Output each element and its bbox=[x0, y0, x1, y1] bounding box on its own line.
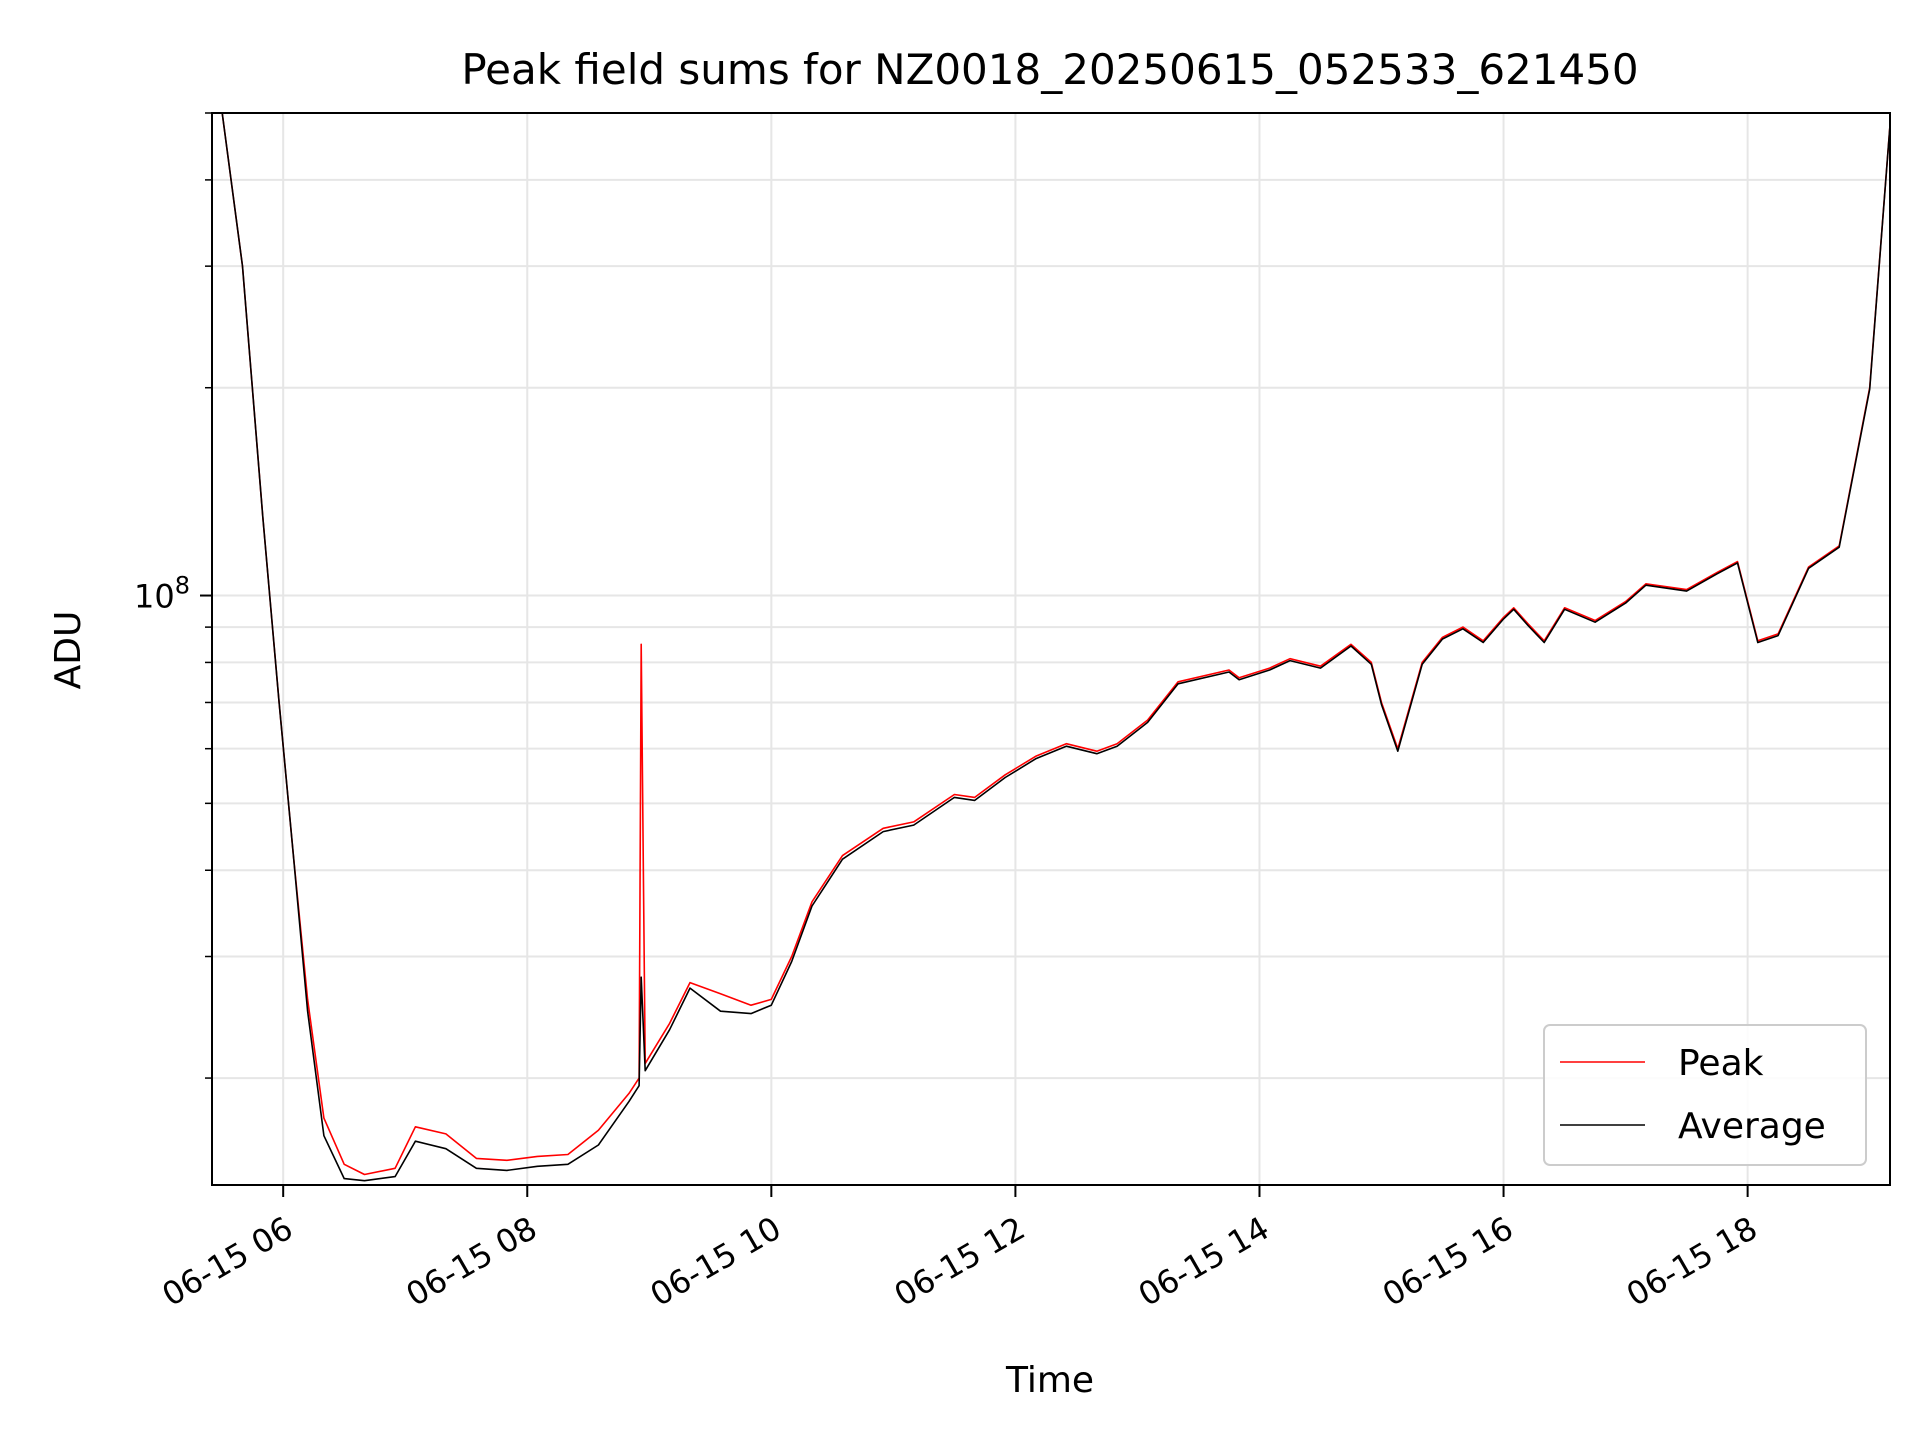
plot-frame bbox=[211, 112, 1891, 1186]
chart-title: Peak field sums for NZ0018_20250615_0525… bbox=[461, 45, 1638, 94]
series-line-average bbox=[221, 113, 1890, 1182]
grid bbox=[212, 112, 1890, 1185]
y-axis-ticks: 108 bbox=[134, 112, 212, 1079]
x-axis-label: Time bbox=[1005, 1360, 1094, 1401]
series-line-peak bbox=[221, 113, 1890, 1176]
legend-label-peak: Peak bbox=[1678, 1043, 1764, 1084]
legend-box bbox=[1543, 1024, 1867, 1166]
legend: Peak Average bbox=[1543, 1024, 1867, 1166]
series-layer bbox=[221, 113, 1890, 1182]
y-tick-label: 108 bbox=[134, 572, 190, 616]
legend-label-average: Average bbox=[1678, 1106, 1826, 1147]
y-axis-label: ADU bbox=[48, 611, 89, 690]
